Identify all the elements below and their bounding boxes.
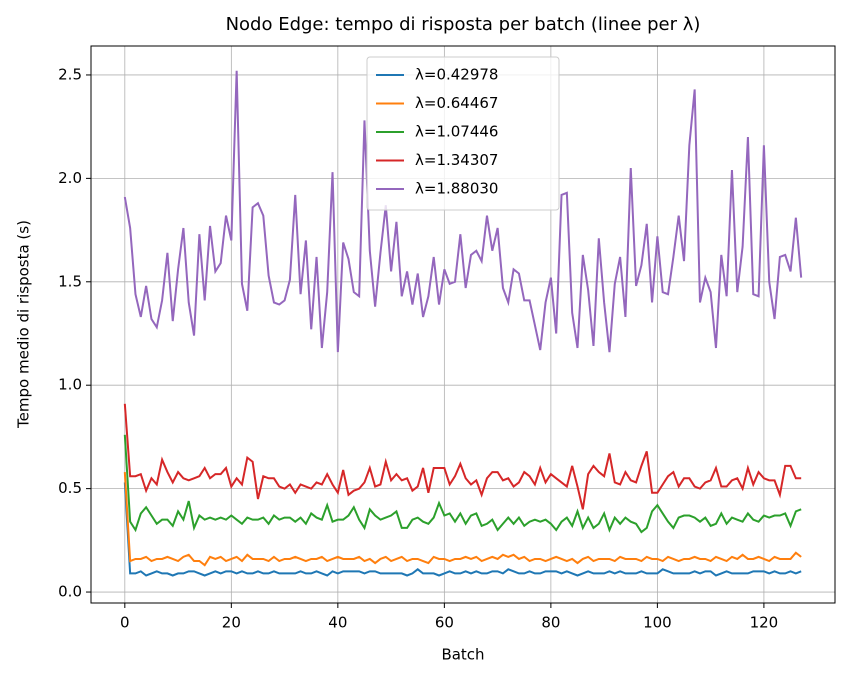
series-line xyxy=(123,70,803,353)
legend-label: λ=0.42978 xyxy=(415,66,498,84)
plot-frame xyxy=(90,45,836,604)
x-tick-label: 100 xyxy=(643,614,672,632)
y-tick-label: 2.0 xyxy=(58,169,82,187)
y-tick-label: 1.5 xyxy=(58,272,82,290)
legend-label: λ=0.64467 xyxy=(415,94,498,112)
x-tick-label: 40 xyxy=(328,614,347,632)
x-tick-label: 120 xyxy=(750,614,779,632)
x-tick-label: 60 xyxy=(435,614,454,632)
series-line xyxy=(123,472,802,567)
y-tick-label: 2.5 xyxy=(58,65,82,83)
series-line xyxy=(123,403,802,510)
series-line xyxy=(123,434,802,534)
y-axis-label: Tempo medio di risposta (s) xyxy=(15,220,33,429)
legend-label: λ=1.88030 xyxy=(415,180,498,198)
x-tick-label: 20 xyxy=(222,614,241,632)
x-axis-label: Batch xyxy=(441,646,484,664)
legend-box xyxy=(366,56,560,211)
x-tick-label: 0 xyxy=(120,614,130,632)
chart-title: Nodo Edge: tempo di risposta per batch (… xyxy=(226,14,701,35)
series-line xyxy=(123,482,802,577)
y-tick-label: 1.0 xyxy=(58,376,82,394)
legend-label: λ=1.34307 xyxy=(415,151,498,169)
legend-label: λ=1.07446 xyxy=(415,123,498,141)
y-tick-label: 0.0 xyxy=(58,583,82,601)
y-tick-label: 0.5 xyxy=(58,479,82,497)
x-tick-label: 80 xyxy=(541,614,560,632)
